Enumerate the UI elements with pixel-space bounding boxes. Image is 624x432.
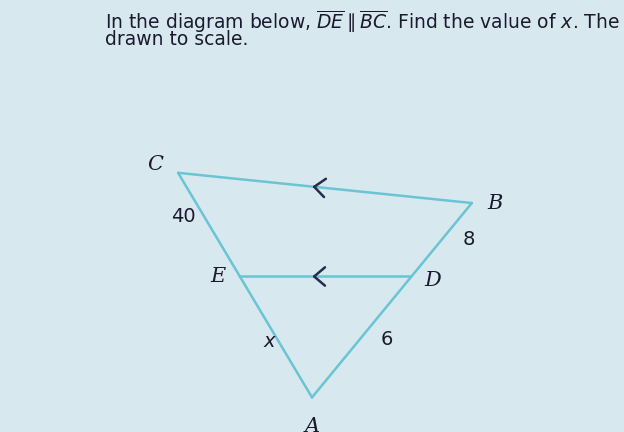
Text: D: D bbox=[424, 271, 441, 290]
Text: B: B bbox=[487, 194, 502, 213]
Text: C: C bbox=[147, 155, 163, 174]
Text: A: A bbox=[305, 417, 319, 432]
Text: x: x bbox=[263, 332, 275, 351]
Text: In the diagram below, $\overline{DE} \parallel \overline{BC}$. Find the value of: In the diagram below, $\overline{DE} \pa… bbox=[105, 9, 624, 35]
Text: drawn to scale.: drawn to scale. bbox=[105, 30, 248, 49]
Text: 40: 40 bbox=[171, 206, 195, 226]
Text: E: E bbox=[210, 267, 226, 286]
Text: 8: 8 bbox=[462, 230, 475, 249]
Text: 6: 6 bbox=[381, 330, 394, 349]
